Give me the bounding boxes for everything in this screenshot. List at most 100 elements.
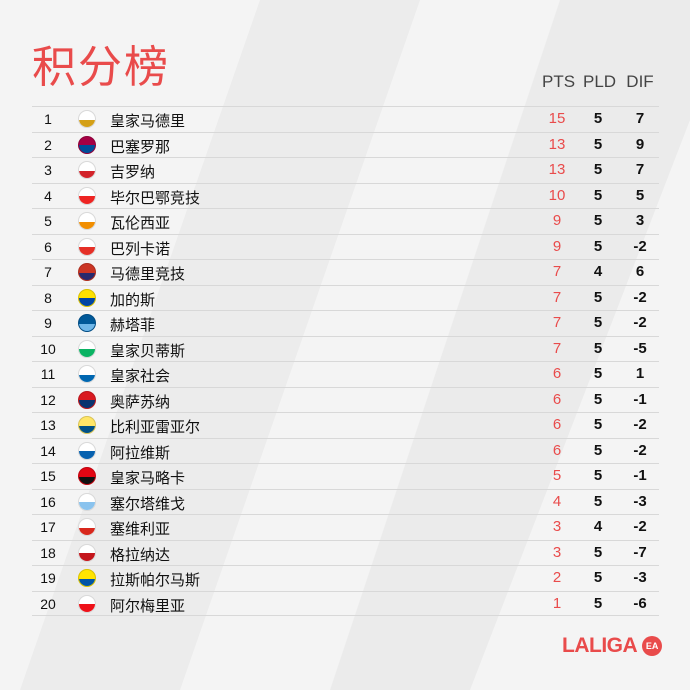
goal-difference-cell: 6 <box>635 263 645 280</box>
rank-cell: 16 <box>40 493 56 510</box>
ea-badge-icon: EA <box>642 636 663 656</box>
table-row: 8 加的斯 7 5 -2 <box>32 284 659 311</box>
team-name: 皇家马略卡 <box>110 469 186 487</box>
goal-difference-cell: -6 <box>633 594 647 612</box>
played-cell: 5 <box>593 594 603 612</box>
table-row: 10 皇家贝蒂斯 7 5 -5 <box>32 335 659 362</box>
played-cell: 5 <box>593 339 603 357</box>
column-header-dif: DIF <box>626 72 654 91</box>
atletico-madrid-crest-icon <box>78 263 96 281</box>
team-name: 吉罗纳 <box>110 163 156 181</box>
played-cell: 5 <box>593 110 603 127</box>
rank-cell: 14 <box>40 442 56 459</box>
points-cell: 9 <box>552 237 562 255</box>
table-row: 12 奥萨苏纳 6 5 -1 <box>32 386 659 413</box>
alaves-crest-icon <box>78 441 96 460</box>
table-row: 18 格拉纳达 3 5 -7 <box>32 539 659 566</box>
goal-difference-cell: -7 <box>633 543 647 561</box>
goal-difference-cell: -1 <box>633 390 647 408</box>
goal-difference-cell: -2 <box>633 441 647 459</box>
played-cell: 5 <box>593 416 603 433</box>
team-name: 拉斯帕尔马斯 <box>110 571 201 589</box>
table-row: 6 巴列卡诺 9 5 -2 <box>32 233 659 260</box>
rank-cell: 10 <box>40 340 56 357</box>
page-title: 积分榜 <box>32 42 170 93</box>
rank-cell: 12 <box>40 391 56 408</box>
goal-difference-cell: -2 <box>633 416 647 433</box>
athletic-bilbao-crest-icon <box>78 186 96 205</box>
goal-difference-cell: 3 <box>635 212 645 229</box>
column-header-pld: PLD <box>583 72 617 91</box>
team-name: 皇家马德里 <box>110 112 186 130</box>
rank-cell: 15 <box>40 468 56 484</box>
table-row: 2 巴塞罗那 13 5 9 <box>32 131 659 158</box>
villarreal-crest-icon <box>78 416 96 434</box>
played-cell: 4 <box>593 518 603 535</box>
team-name: 巴塞罗那 <box>110 137 171 156</box>
mallorca-crest-icon <box>78 467 96 485</box>
celta-vigo-crest-icon <box>78 492 96 511</box>
team-name: 阿尔梅里亚 <box>110 596 186 615</box>
getafe-crest-icon <box>78 314 96 332</box>
team-name: 奥萨苏纳 <box>110 392 171 411</box>
goal-difference-cell: -5 <box>633 339 647 357</box>
points-cell: 7 <box>552 314 562 331</box>
real-sociedad-crest-icon <box>78 365 96 383</box>
played-cell: 5 <box>593 569 603 586</box>
valencia-crest-icon <box>78 212 96 230</box>
table-row: 3 吉罗纳 13 5 7 <box>32 157 659 183</box>
team-name: 格拉纳达 <box>110 545 171 564</box>
team-name: 毕尔巴鄂竞技 <box>110 188 201 207</box>
cadiz-crest-icon <box>78 288 96 307</box>
points-cell: 7 <box>552 288 562 306</box>
team-name: 比利亚雷亚尔 <box>110 418 201 436</box>
points-cell: 6 <box>552 441 562 459</box>
granada-crest-icon <box>78 543 96 562</box>
team-name: 赫塔菲 <box>110 316 156 334</box>
rank-cell: 5 <box>44 213 52 229</box>
real-madrid-crest-icon <box>78 110 96 128</box>
points-cell: 3 <box>552 543 562 561</box>
table-row: 17 塞维利亚 3 4 -2 <box>32 514 659 540</box>
points-cell: 9 <box>552 212 562 229</box>
rank-cell: 4 <box>44 187 52 204</box>
rank-cell: 19 <box>40 570 56 586</box>
goal-difference-cell: -1 <box>633 467 647 484</box>
played-cell: 5 <box>593 492 603 510</box>
goal-difference-cell: 5 <box>635 186 645 204</box>
goal-difference-cell: -2 <box>633 237 647 255</box>
played-cell: 5 <box>593 365 603 382</box>
table-row: 7 马德里竞技 7 4 6 <box>32 259 659 285</box>
points-cell: 6 <box>552 390 562 408</box>
las-palmas-crest-icon <box>78 569 96 587</box>
team-name: 皇家社会 <box>110 367 171 385</box>
played-cell: 5 <box>593 543 603 561</box>
goal-difference-cell: 9 <box>635 135 645 153</box>
points-cell: 4 <box>552 492 562 510</box>
osasuna-crest-icon <box>78 390 96 409</box>
almeria-crest-icon <box>78 594 96 613</box>
points-cell: 7 <box>552 263 562 280</box>
rank-cell: 2 <box>44 136 52 153</box>
brand-name: LALIGA <box>562 634 638 657</box>
points-cell: 6 <box>552 416 562 433</box>
points-cell: 1 <box>552 594 562 612</box>
goal-difference-cell: -2 <box>633 314 647 331</box>
laliga-logo: LALIGA EA <box>562 634 663 658</box>
team-name: 塞维利亚 <box>110 520 171 538</box>
played-cell: 5 <box>593 288 603 306</box>
table-row: 11 皇家社会 6 5 1 <box>32 361 659 387</box>
points-cell: 13 <box>548 135 566 153</box>
goal-difference-cell: 7 <box>635 110 645 127</box>
team-name: 瓦伦西亚 <box>110 214 171 232</box>
rayo-vallecano-crest-icon <box>78 237 96 256</box>
goal-difference-cell: -2 <box>633 518 647 535</box>
played-cell: 4 <box>593 263 603 280</box>
team-name: 阿拉维斯 <box>110 443 171 462</box>
team-name: 巴列卡诺 <box>110 239 171 258</box>
played-cell: 5 <box>593 314 603 331</box>
played-cell: 5 <box>593 212 603 229</box>
table-row: 9 赫塔菲 7 5 -2 <box>32 310 659 336</box>
played-cell: 5 <box>593 135 603 153</box>
